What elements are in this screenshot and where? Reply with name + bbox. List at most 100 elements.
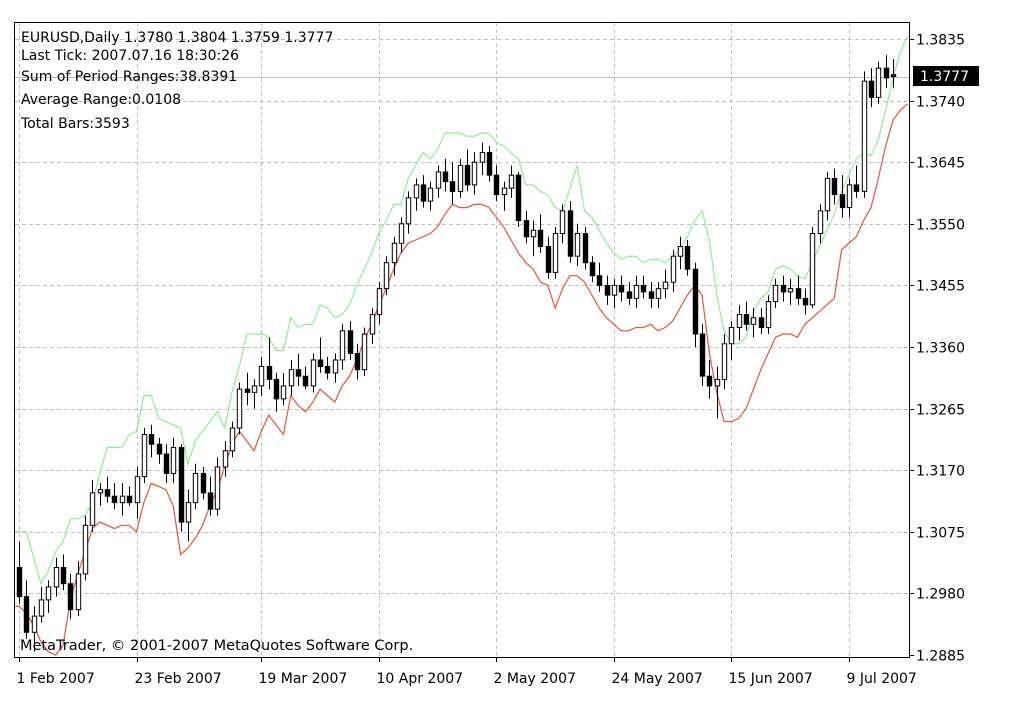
candle-body-down — [583, 234, 587, 263]
candle — [810, 227, 814, 308]
candle-body-up — [215, 467, 219, 509]
candle-body-down — [164, 454, 168, 473]
candle-body-up — [729, 328, 733, 344]
candle-body-up — [472, 162, 476, 185]
candle-body-down — [112, 496, 116, 502]
y-tick-label: 1.2885 — [916, 649, 965, 665]
candle-body-up — [414, 185, 418, 198]
candle-body-down — [516, 175, 520, 220]
candle-body-down — [854, 185, 858, 191]
candle — [237, 383, 241, 435]
y-tick-label: 1.3075 — [916, 526, 965, 542]
candle-body-down — [318, 360, 322, 366]
candle-body-up — [862, 81, 866, 191]
candle-body-down — [568, 211, 572, 256]
candle-body-up — [377, 289, 381, 315]
candle-body-up — [825, 178, 829, 210]
x-tick-label: 24 May 2007 — [612, 671, 703, 687]
candle-body-up — [83, 525, 87, 574]
candle-body-down — [693, 269, 697, 334]
candle-body-down — [61, 567, 65, 583]
candle-body-down — [759, 318, 763, 328]
candle-body-down — [325, 366, 329, 372]
candle — [142, 428, 146, 483]
candle-body-up — [340, 331, 344, 360]
candle — [862, 71, 866, 197]
candle-body-up — [186, 503, 190, 522]
candle — [700, 324, 704, 386]
y-tick-label: 1.3835 — [916, 33, 965, 49]
candle-body-down — [627, 292, 631, 298]
candle-body-up — [193, 473, 197, 502]
candle-body-down — [685, 246, 689, 269]
candle-body-up — [399, 224, 403, 243]
x-tick-label: 1 Feb 2007 — [17, 671, 95, 687]
candle-body-up — [76, 574, 80, 610]
candle-body-down — [619, 285, 623, 291]
candle — [362, 328, 366, 377]
candle-body-up — [678, 246, 682, 256]
candle-body-down — [649, 292, 653, 298]
info-line-5: Total Bars:3593 — [20, 116, 130, 132]
candle-body-up — [370, 315, 374, 334]
candle-body-down — [796, 289, 800, 299]
candle-body-down — [245, 389, 249, 392]
candle-body-down — [68, 584, 72, 610]
candle-body-down — [781, 285, 785, 291]
candle-body-down — [208, 493, 212, 509]
candle-body-up — [458, 165, 462, 191]
candle-body-down — [487, 152, 491, 175]
candle-body-down — [421, 185, 425, 201]
candle-body-up — [531, 230, 535, 236]
candle-body-down — [524, 221, 528, 237]
candle-body-up — [392, 243, 396, 262]
y-tick-label: 1.2980 — [916, 587, 965, 603]
candle — [179, 444, 183, 532]
candle-body-up — [876, 68, 880, 97]
candle-body-up — [362, 334, 366, 370]
candle-body-up — [722, 344, 726, 380]
candle — [583, 227, 587, 269]
candle-body-up — [54, 567, 58, 586]
candle-body-up — [90, 493, 94, 525]
x-tick-label: 15 Jun 2007 — [729, 671, 813, 687]
candle-body-up — [788, 289, 792, 292]
candle-body-up — [142, 435, 146, 477]
candle-body-down — [127, 496, 131, 502]
candle-body-up — [281, 386, 285, 399]
candle-body-up — [32, 616, 36, 632]
candle-body-up — [39, 600, 43, 616]
candle-body-up — [98, 490, 102, 493]
candle-body-down — [597, 276, 601, 286]
candle-body-up — [230, 428, 234, 451]
candle-body-down — [157, 444, 161, 454]
x-tick-label: 10 Apr 2007 — [377, 671, 464, 687]
candle-body-up — [773, 285, 777, 301]
candle-body-down — [546, 246, 550, 272]
candle-body-down — [179, 448, 183, 523]
candle-body-up — [333, 360, 337, 373]
candle — [693, 263, 697, 347]
candle-body-up — [663, 282, 667, 288]
candle-body-down — [840, 195, 844, 208]
x-tick-label: 23 Feb 2007 — [135, 671, 222, 687]
candle-body-down — [17, 567, 21, 596]
y-tick-label: 1.3360 — [916, 341, 965, 357]
candle-body-up — [766, 302, 770, 328]
candle-body-up — [171, 448, 175, 474]
y-tick-label: 1.3645 — [916, 156, 965, 172]
candle-body-down — [149, 435, 153, 445]
x-tick-label: 9 Jul 2007 — [847, 671, 917, 687]
candle-body-up — [223, 451, 227, 467]
candle — [83, 516, 87, 581]
price-tag: 1.3777 — [920, 69, 969, 85]
candle-body-down — [700, 334, 704, 376]
candle-body-down — [24, 597, 28, 633]
candle-body-down — [832, 178, 836, 194]
candle-body-up — [656, 289, 660, 299]
candle-body-down — [296, 370, 300, 376]
candle-body-down — [538, 230, 542, 246]
candle-body-up — [575, 234, 579, 257]
candle-body-down — [707, 376, 711, 386]
